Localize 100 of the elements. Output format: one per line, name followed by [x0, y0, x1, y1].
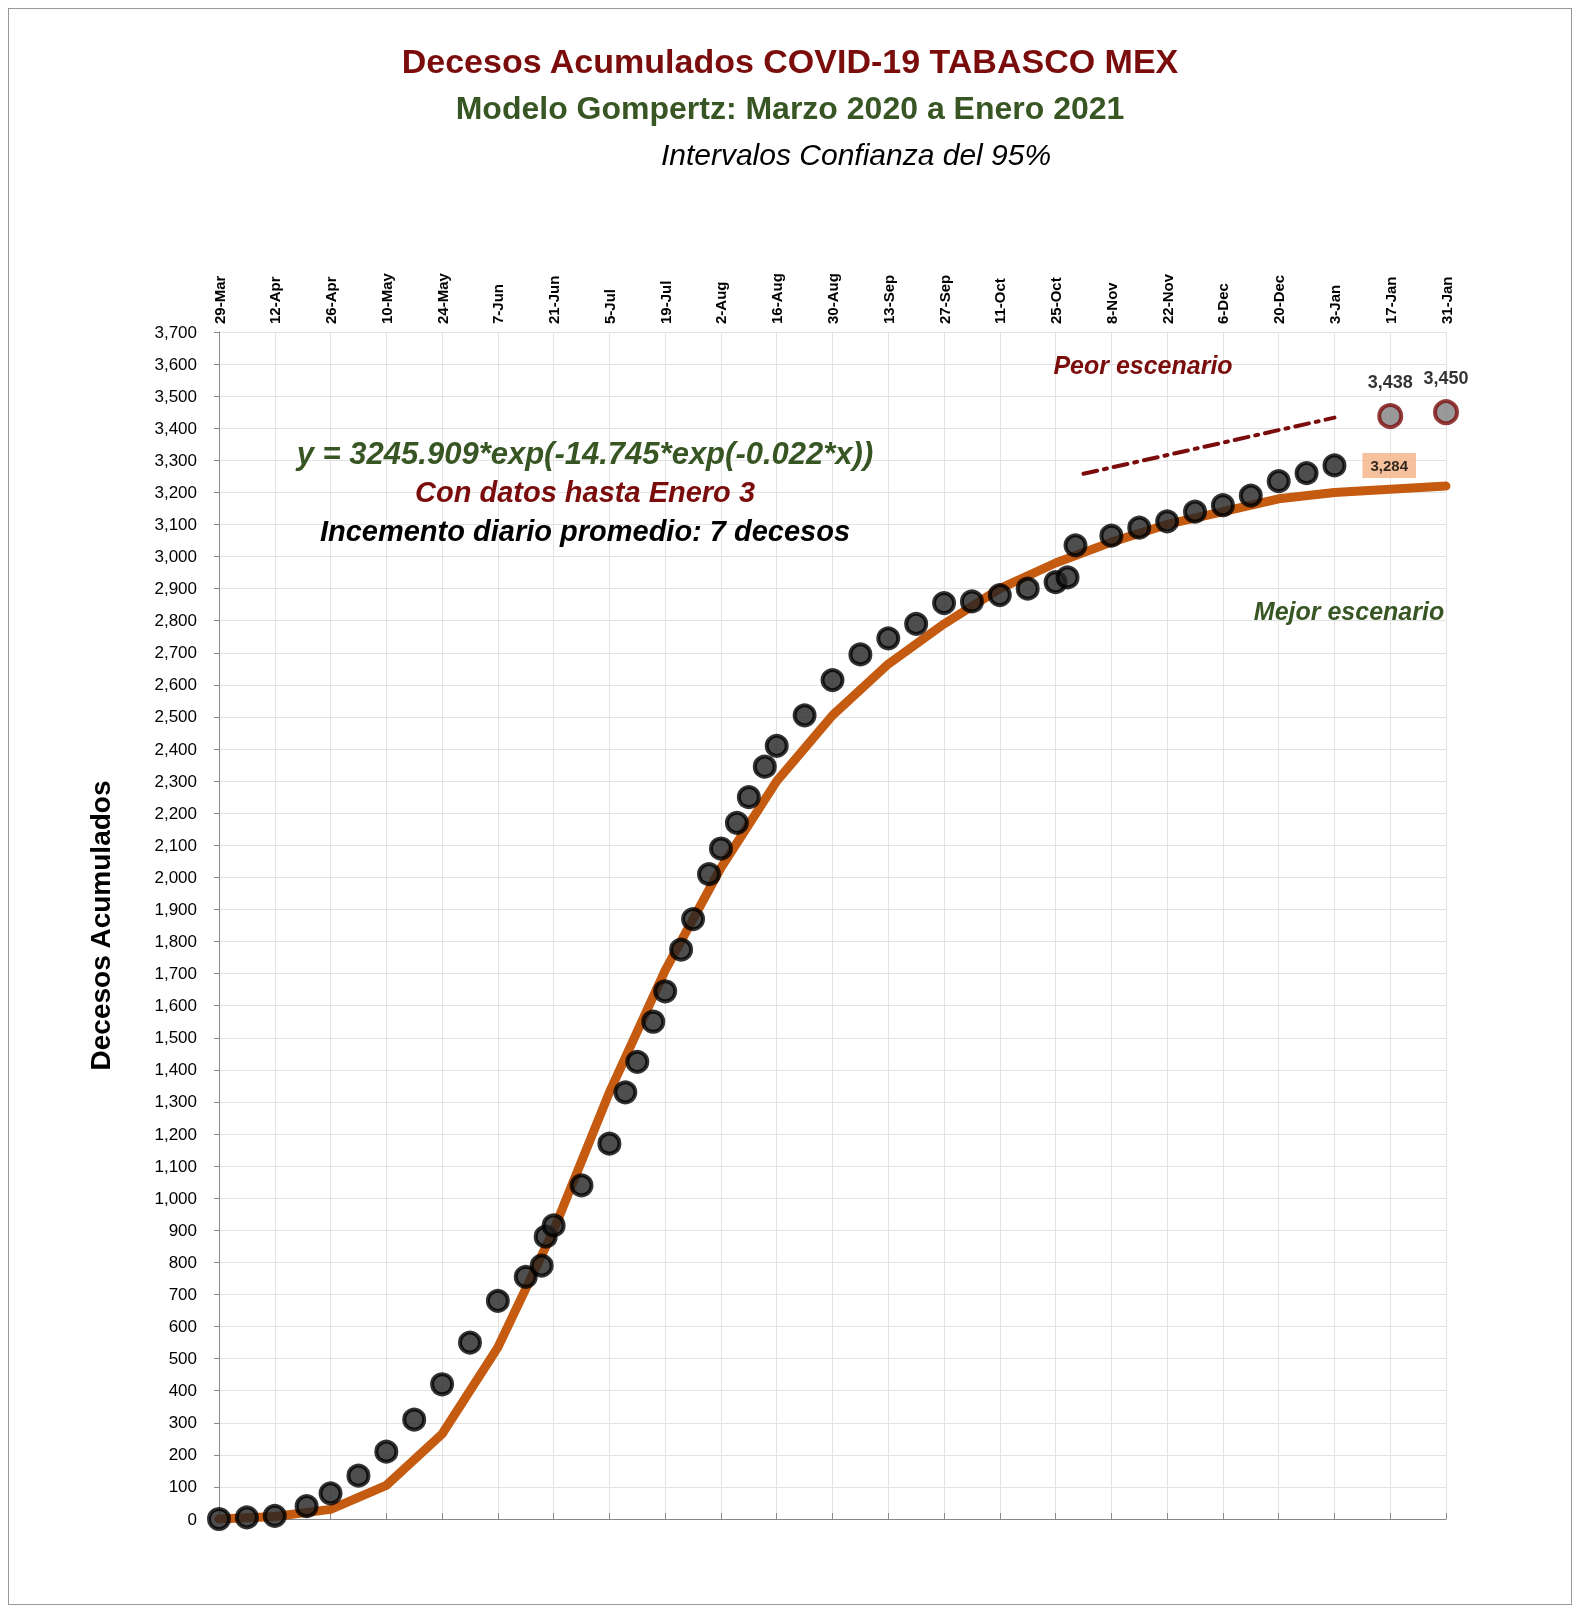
- point: [569, 1173, 594, 1198]
- point: [848, 642, 873, 667]
- chart-title: Decesos Acumulados COVID-19 TABASCO MEX: [401, 42, 1179, 80]
- x-tick-label: 30-Aug: [824, 273, 841, 324]
- x-tick-label: 2-Aug: [712, 281, 730, 324]
- chart-subtitle: Modelo Gompertz: Marzo 2020 a Enero 2021: [455, 90, 1125, 126]
- y-tick-label: 2,600: [154, 675, 197, 695]
- point: [294, 1494, 319, 1519]
- x-tick-label: 12-Apr: [266, 276, 284, 324]
- point: [430, 1372, 455, 1397]
- point: [1294, 461, 1319, 486]
- point: [820, 668, 845, 693]
- x-tick-label: 6-Dec: [1214, 283, 1232, 324]
- point: [1015, 576, 1040, 601]
- point: [1055, 565, 1080, 590]
- x-tick-label: 10-May: [377, 272, 395, 324]
- point: [876, 626, 901, 651]
- y-tick-label: 3,500: [154, 386, 197, 406]
- y-tick-label: 3,200: [154, 482, 197, 502]
- y-tick-label: 3,700: [154, 322, 197, 342]
- y-tick-label: 2,500: [154, 707, 197, 727]
- y-tick-label: 2,900: [154, 579, 197, 599]
- y-tick-label: 2,100: [154, 835, 197, 855]
- point: [613, 1080, 638, 1105]
- point: [234, 1505, 259, 1530]
- y-tick-label: 500: [168, 1349, 197, 1369]
- y-tick-label: 300: [168, 1413, 197, 1433]
- y-tick-label: 1,100: [154, 1156, 197, 1176]
- y-tick-label: 2,300: [154, 771, 197, 791]
- point: [597, 1131, 622, 1156]
- point: [1377, 403, 1404, 430]
- x-tick-label: 3-Jan: [1325, 284, 1343, 324]
- point: [318, 1481, 343, 1506]
- point: [987, 583, 1012, 608]
- y-tick-label: 400: [168, 1381, 197, 1401]
- point: [1322, 453, 1347, 478]
- point: [374, 1439, 399, 1464]
- point: [1099, 523, 1124, 548]
- data-label: 3,284: [1370, 456, 1409, 474]
- y-tick-label: 800: [168, 1252, 197, 1272]
- x-tick-label: 27-Sep: [935, 274, 953, 324]
- y-tick-label: 700: [168, 1284, 197, 1304]
- y-tick-label: 600: [168, 1317, 197, 1337]
- y-tick-label: 2,400: [154, 739, 197, 759]
- point: [346, 1463, 371, 1488]
- y-tick-label: 3,100: [154, 514, 197, 534]
- point: [764, 733, 789, 758]
- x-tick-label: 20-Dec: [1270, 274, 1288, 324]
- point: [1155, 509, 1180, 534]
- x-tick-label: 22-Nov: [1158, 273, 1176, 324]
- x-tick-label: 17-Jan: [1381, 276, 1399, 324]
- point: [904, 611, 929, 636]
- point: [697, 862, 721, 887]
- point: [1127, 515, 1152, 540]
- y-tick-label: 1,900: [154, 899, 197, 919]
- point: [541, 1213, 566, 1238]
- point: [1063, 533, 1088, 558]
- annotation: Incemento diario promedio: 7 decesos: [319, 515, 851, 547]
- annotation: Con datos hasta Enero 3: [414, 476, 756, 508]
- x-tick-label: 11-Oct: [991, 278, 1009, 324]
- y-tick-label: 3,000: [154, 547, 197, 567]
- annotation: Peor escenario: [1053, 351, 1233, 379]
- y-tick-label: 3,600: [154, 354, 197, 374]
- point: [708, 836, 733, 861]
- point: [1433, 399, 1459, 426]
- y-tick-label: 1,400: [154, 1060, 197, 1080]
- x-tick-label: 29-Mar: [210, 275, 228, 324]
- point: [207, 1507, 231, 1531]
- y-tick-label: 1,700: [154, 964, 197, 984]
- point: [513, 1264, 538, 1289]
- point: [681, 907, 706, 932]
- y-tick-label: 2,700: [154, 643, 197, 663]
- y-tick-label: 1,300: [154, 1092, 197, 1112]
- point: [402, 1407, 427, 1432]
- x-tick-label: 5-Jul: [600, 288, 618, 324]
- point: [485, 1288, 510, 1313]
- x-tick-label: 13-Sep: [879, 274, 897, 324]
- y-tick-label: 2,000: [154, 867, 197, 887]
- y-tick-label: 1,600: [154, 996, 197, 1016]
- point: [932, 591, 957, 616]
- x-tick-label: 7-Jun: [489, 283, 507, 324]
- point: [529, 1253, 554, 1278]
- point: [458, 1330, 482, 1355]
- point: [1183, 499, 1208, 524]
- point: [1266, 469, 1291, 494]
- y-tick-label: 200: [168, 1445, 197, 1465]
- x-tick-label: 8-Nov: [1102, 281, 1120, 324]
- y-tick-label: 1,800: [154, 932, 197, 952]
- y-tick-label: 1,000: [154, 1188, 197, 1208]
- y-tick-label: 1,500: [154, 1028, 197, 1048]
- point: [724, 810, 749, 835]
- text: Intervalos Confianza del 95%: [660, 137, 1052, 171]
- x-tick-label: 26-Apr: [322, 276, 340, 324]
- point: [752, 754, 777, 779]
- point: [625, 1049, 650, 1074]
- y-axis-title: Decesos Acumulados: [84, 780, 116, 1071]
- point: [262, 1503, 287, 1528]
- x-tick-label: 21-Jun: [545, 275, 563, 324]
- annotation: y = 3245.909*exp(-14.745*exp(-0.022*x)): [294, 435, 874, 471]
- y-tick-label: 0: [187, 1509, 197, 1529]
